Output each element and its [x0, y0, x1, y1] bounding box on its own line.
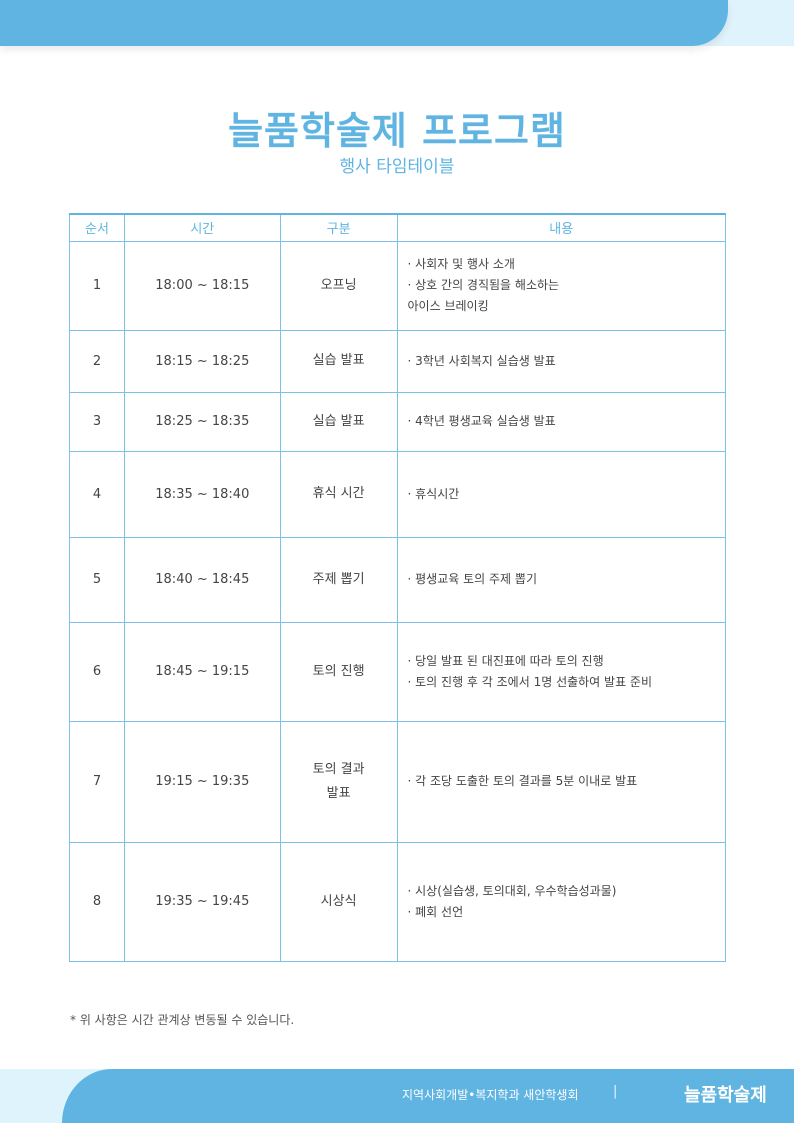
content-line: · 평생교육 토의 주제 뽑기	[407, 572, 537, 586]
content-line: · 각 조당 도출한 토의 결과를 5분 이내로 발표	[407, 774, 638, 788]
row-content: · 평생교육 토의 주제 뽑기	[396, 536, 727, 623]
row-type: 주제 뽑기	[279, 536, 398, 623]
table-row: 7 19:15 ~ 19:35 토의 결과 발표 · 각 조당 도출한 토의 결과를 5…	[69, 720, 727, 843]
row-type: 실습 발표	[279, 329, 398, 393]
content-line: · 4학년 평생교육 실습생 발표	[407, 414, 556, 428]
row-time: 19:15 ~ 19:35	[123, 720, 281, 843]
content-line: · 휴식시간	[407, 486, 460, 501]
header-order: 순서	[69, 213, 125, 242]
header-content: 내용	[396, 213, 727, 242]
row-time: 18:25 ~ 18:35	[123, 391, 281, 452]
table-row: 8 19:35 ~ 19:45 시상식 · 시상(실습생, 토의대회, 우수학습성과물…	[69, 841, 727, 962]
row-order: 7	[69, 720, 125, 843]
row-type-line: 시상식	[320, 893, 357, 909]
row-content: · 휴식시간	[396, 450, 727, 538]
row-time: 18:15 ~ 18:25	[123, 329, 281, 393]
row-order: 2	[69, 329, 125, 393]
row-content: · 시상(실습생, 토의대회, 우수학습성과물) · 폐회 선언	[396, 841, 727, 962]
table-row: 3 18:25 ~ 18:35 실습 발표 · 4학년 평생교육 실습생 발표	[69, 391, 727, 452]
content-line: · 시상(실습생, 토의대회, 우수학습성과물)	[407, 883, 617, 898]
row-type-line: 토의 결과	[312, 761, 365, 777]
row-content: · 3학년 사회복지 실습생 발표	[396, 329, 727, 393]
content-line: · 사회자 및 행사 소개	[407, 257, 515, 271]
row-type: 오프닝	[279, 240, 398, 331]
row-type-line: 오프닝	[320, 277, 357, 293]
table-row: 1 18:00 ~ 18:15 오프닝 · 사회자 및 행사 소개 · 상호 간의 경직…	[69, 240, 727, 331]
content-line: · 폐회 선언	[407, 904, 464, 919]
header-type: 구분	[279, 213, 398, 242]
content-line: · 토의 진행 후 각 조에서 1명 선출하여 발표 준비	[407, 674, 653, 689]
row-time: 18:45 ~ 19:15	[123, 621, 281, 722]
row-type: 실습 발표	[279, 391, 398, 452]
table-row: 5 18:40 ~ 18:45 주제 뽑기 · 평생교육 토의 주제 뽑기	[69, 536, 727, 623]
content-line: · 3학년 사회복지 실습생 발표	[407, 353, 556, 368]
footer-band	[62, 1069, 794, 1123]
table-row: 6 18:45 ~ 19:15 토의 진행 · 당일 발표 된 대진표에 따라 토의 …	[69, 621, 727, 722]
row-order: 3	[69, 391, 125, 452]
table-row: 4 18:35 ~ 18:40 휴식 시간 · 휴식시간	[69, 450, 727, 538]
footer-brand: 늘품학술제	[684, 1085, 767, 1106]
row-order: 1	[69, 240, 125, 331]
row-time: 18:35 ~ 18:40	[123, 450, 281, 538]
row-order: 6	[69, 621, 125, 722]
page-subtitle: 행사 타임테이블	[339, 157, 455, 177]
row-order: 4	[69, 450, 125, 538]
row-type-line: 휴식 시간	[312, 486, 365, 501]
row-time: 18:00 ~ 18:15	[123, 240, 281, 331]
row-type: 토의 진행	[279, 621, 398, 722]
content-line: · 상호 간의 경직됨을 해소하는	[407, 278, 560, 292]
row-time: 19:35 ~ 19:45	[123, 841, 281, 962]
row-type-line: 실습 발표	[312, 413, 365, 429]
content-line: · 당일 발표 된 대진표에 따라 토의 진행	[407, 653, 604, 668]
row-time: 18:40 ~ 18:45	[123, 536, 281, 623]
row-type: 휴식 시간	[279, 450, 398, 538]
row-content: · 당일 발표 된 대진표에 따라 토의 진행 · 토의 진행 후 각 조에서 1…	[396, 621, 727, 722]
row-type-line: 토의 진행	[312, 663, 365, 679]
row-type: 시상식	[279, 841, 398, 962]
header-band	[0, 0, 728, 46]
row-order: 5	[69, 536, 125, 623]
timetable: 순서 시간 구분 내용 1 18:00 ~ 18:15 오프닝 · 사회자 및 행사 …	[69, 213, 727, 962]
row-type-line: 발표	[326, 785, 351, 801]
content-line: 아이스 브레이킹	[407, 299, 489, 313]
row-content: · 4학년 평생교육 실습생 발표	[396, 391, 727, 452]
row-order: 8	[69, 841, 125, 962]
row-type-line: 실습 발표	[312, 353, 365, 368]
row-type-line: 주제 뽑기	[312, 571, 365, 587]
footer-separator: |	[613, 1084, 618, 1099]
row-content: · 각 조당 도출한 토의 결과를 5분 이내로 발표	[396, 720, 727, 843]
footer-organization: 지역사회개발•복지학과 새안학생회	[402, 1088, 579, 1102]
footnote: * 위 사항은 시간 관계상 변동될 수 있습니다.	[70, 1013, 295, 1027]
header-time: 시간	[123, 213, 281, 242]
page-title: 늘품학술제 프로그램	[228, 109, 566, 153]
table-row: 2 18:15 ~ 18:25 실습 발표 · 3학년 사회복지 실습생 발표	[69, 329, 727, 393]
